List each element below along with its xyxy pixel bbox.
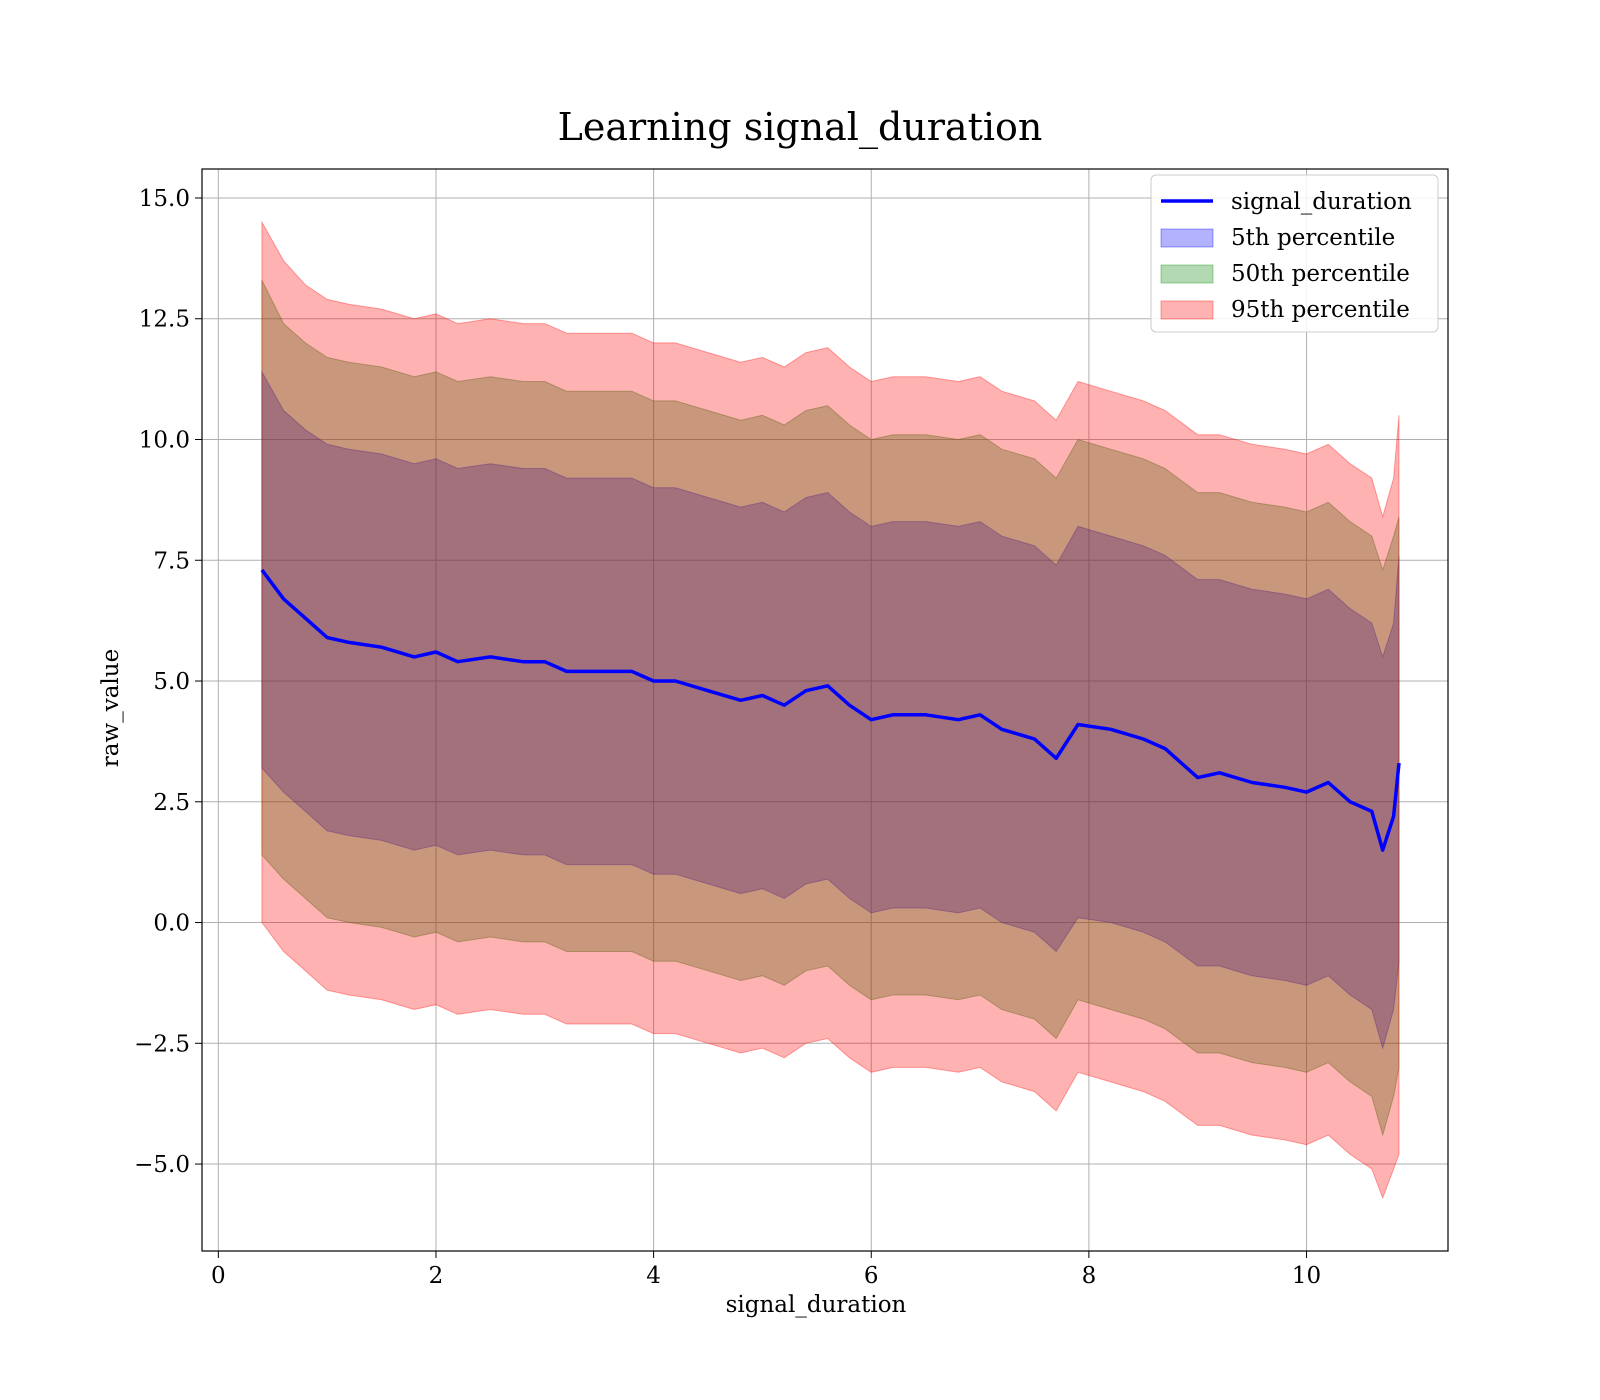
y-tick-label: 10.0: [139, 428, 190, 454]
y-tick-label: 2.5: [153, 790, 190, 816]
x-tick-label: 0: [211, 1263, 226, 1289]
x-tick-label: 2: [429, 1263, 444, 1289]
band-95th-percentile: [261, 220, 1400, 1200]
plot-frame: [201, 168, 1449, 1252]
x-tick-label: 4: [646, 1263, 661, 1289]
legend-swatch-50th-percentile: [1160, 264, 1214, 284]
x-tick-label: 6: [864, 1263, 879, 1289]
y-tick-label: −2.5: [134, 1031, 190, 1057]
y-tick-label: 5.0: [153, 669, 190, 695]
y-tick-label: 0.0: [153, 911, 190, 937]
band-5th-percentile: [261, 369, 1400, 1050]
legend-swatch-95th-percentile: [1160, 300, 1214, 320]
y-tick-label: 7.5: [153, 548, 190, 574]
chart-title: Learning signal_duration: [558, 105, 1043, 150]
band-50th-percentile: [261, 279, 1400, 1137]
legend: signal_duration 5th percentile 50th percen…: [1150, 174, 1439, 333]
x-tick-label: 10: [1292, 1263, 1321, 1289]
line-signal_duration: [260, 568, 1401, 852]
legend-box: [1150, 174, 1439, 333]
percentile-bands: [261, 220, 1400, 1200]
y-tick-label: 12.5: [139, 307, 190, 333]
y-tick-label: 15.0: [139, 186, 190, 212]
legend-label-5th-percentile: 5th percentile: [1231, 225, 1395, 251]
legend-swatch-5th-percentile: [1160, 228, 1214, 248]
grid: [202, 169, 1448, 1251]
x-axis-ticks: 0 2 4 6 8 10: [211, 1251, 1321, 1289]
y-axis-label: raw_value: [98, 649, 124, 767]
y-tick-label: −5.0: [134, 1152, 190, 1178]
legend-label-95th-percentile: 95th percentile: [1231, 297, 1410, 323]
series-lines: [260, 568, 1401, 852]
x-tick-label: 8: [1082, 1263, 1097, 1289]
y-axis-ticks: 15.0 12.5 10.0 7.5 5.0 2.5 0.0 −2.5 −5.0: [134, 186, 202, 1178]
legend-label-50th-percentile: 50th percentile: [1231, 261, 1410, 287]
legend-label-signal_duration: signal_duration: [1231, 189, 1412, 215]
x-axis-label: signal_duration: [726, 1292, 907, 1318]
